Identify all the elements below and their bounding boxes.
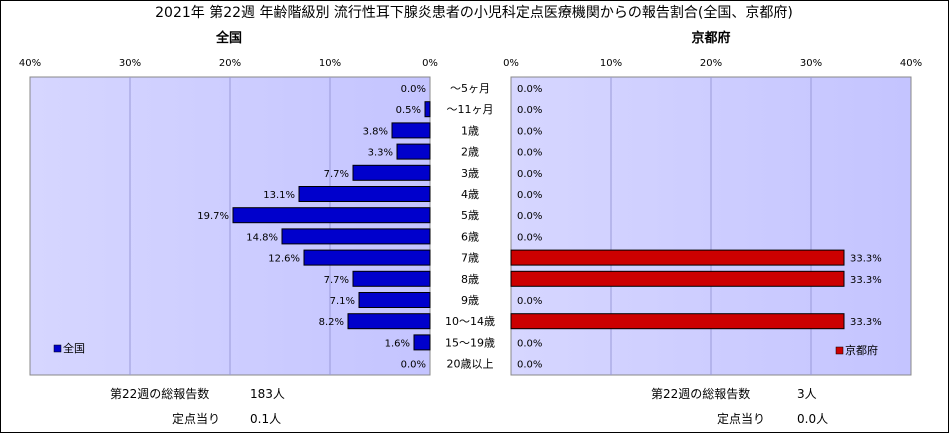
left-axis-tick: 10% [319, 58, 341, 69]
right-bar [510, 249, 845, 266]
right-per-value: 0.0人 [797, 412, 828, 426]
left-bar-label: 0.0% [401, 360, 426, 371]
category-label: 5歳 [461, 209, 479, 222]
left-bar-label: 0.5% [396, 105, 421, 116]
right-bar-label: 33.3% [850, 254, 882, 265]
right-bar [510, 270, 845, 287]
right-axis-tick: 20% [700, 58, 722, 69]
category-label: 20歳以上 [447, 358, 494, 371]
left-axis-tick: 20% [219, 58, 241, 69]
category-label: 7歳 [461, 252, 479, 265]
left-bar [303, 249, 431, 266]
left-bar [232, 207, 431, 224]
left-legend: 全国 [53, 341, 85, 355]
right-panel-title: 京都府 [691, 30, 730, 46]
right-bar-label: 0.0% [517, 296, 542, 307]
left-bar [424, 101, 431, 118]
right-bar-label: 0.0% [517, 232, 542, 243]
left-gridlines [129, 77, 331, 375]
left-legend-label: 全国 [63, 341, 85, 355]
right-total-value: 3人 [797, 387, 817, 401]
left-axis-tick: 40% [19, 58, 41, 69]
left-total-label: 第22週の総報告数 [110, 386, 209, 401]
right-axis-tick: 40% [900, 58, 922, 69]
right-bar-label: 0.0% [517, 360, 542, 371]
left-axis-tick: 0% [422, 58, 438, 69]
right-bar-label: 0.0% [517, 126, 542, 137]
left-bar-label: 7.7% [324, 275, 349, 286]
right-total-label: 第22週の総報告数 [651, 386, 750, 401]
category-labels: ～5ヶ月 ～11ヶ月 1歳 2歳 3歳 4歳 5歳 6歳 7歳 8歳 9歳 10～14歳 15～19歳 2… [445, 82, 495, 371]
right-bar-label: 0.0% [517, 169, 542, 180]
category-label: 15～19歳 [445, 336, 495, 349]
left-bar-label: 12.6% [268, 254, 300, 265]
right-legend-label: 京都府 [845, 343, 878, 357]
left-bars: 0.0% 0.5% 3.8% 3.3% 7.7% 13.1% 19.7% 14.8% 12.6%… [197, 84, 431, 371]
left-bar [347, 313, 431, 330]
category-label: 6歳 [461, 230, 479, 243]
category-label: 10～14歳 [445, 315, 495, 328]
left-axis-tick: 30% [119, 58, 141, 69]
category-label: 1歳 [461, 124, 479, 137]
left-bar-label: 0.0% [401, 84, 426, 95]
right-bar-label: 0.0% [517, 148, 542, 159]
left-bar-label: 19.7% [197, 211, 229, 222]
left-bar [352, 270, 431, 287]
left-per-value: 0.1人 [250, 412, 281, 426]
right-bar-label: 33.3% [850, 317, 882, 328]
left-bar-label: 3.3% [368, 148, 393, 159]
left-bar [413, 334, 431, 351]
right-legend: 京都府 [835, 343, 878, 357]
right-bar-label: 33.3% [850, 275, 882, 286]
axis-ticks: 0% 10% 20% 30% 40% 40% 30% 20% 10% 0% [19, 58, 922, 69]
right-bar-label: 0.0% [517, 105, 542, 116]
left-bar-label: 13.1% [263, 190, 295, 201]
left-bar [281, 228, 431, 245]
left-bar [358, 292, 431, 308]
left-bar [298, 186, 431, 202]
right-per-label: 定点当り [717, 411, 765, 426]
left-panel-title: 全国 [215, 30, 242, 46]
category-label: 2歳 [461, 146, 479, 159]
right-bar-label: 0.0% [517, 211, 542, 222]
right-legend-swatch [835, 346, 844, 355]
left-bar [396, 143, 431, 160]
left-bar-label: 7.7% [324, 169, 349, 180]
right-bars: 0.0% 0.0% 0.0% 0.0% 0.0% 0.0% 0.0% 0.0% 33.3% 33.… [510, 84, 882, 371]
right-bar [510, 313, 845, 330]
left-legend-swatch [53, 344, 62, 353]
left-bar-label: 3.8% [363, 126, 388, 137]
right-bar-label: 0.0% [517, 190, 542, 201]
left-bar [352, 164, 431, 181]
category-label: 9歳 [461, 294, 479, 307]
left-bar-label: 8.2% [319, 317, 344, 328]
category-label: ～5ヶ月 [450, 82, 490, 95]
category-label: ～11ヶ月 [447, 103, 494, 116]
category-label: 4歳 [461, 188, 479, 201]
right-bar-label: 0.0% [517, 338, 542, 349]
left-bar-label: 1.6% [385, 338, 410, 349]
category-label: 8歳 [461, 273, 479, 286]
left-per-label: 定点当り [172, 411, 220, 426]
left-bar-label: 14.8% [246, 232, 278, 243]
left-bar [391, 122, 431, 139]
left-bar-label: 7.1% [330, 296, 355, 307]
right-bar-label: 0.0% [517, 84, 542, 95]
right-axis-tick: 0% [503, 58, 519, 69]
right-axis-tick: 10% [600, 58, 622, 69]
right-axis-tick: 30% [800, 58, 822, 69]
category-label: 3歳 [461, 167, 479, 180]
left-total-value: 183人 [250, 387, 285, 401]
chart-title: 2021年 第22週 年齢階級別 流行性耳下腺炎患者の小児科定点医療機関からの報… [155, 4, 793, 21]
